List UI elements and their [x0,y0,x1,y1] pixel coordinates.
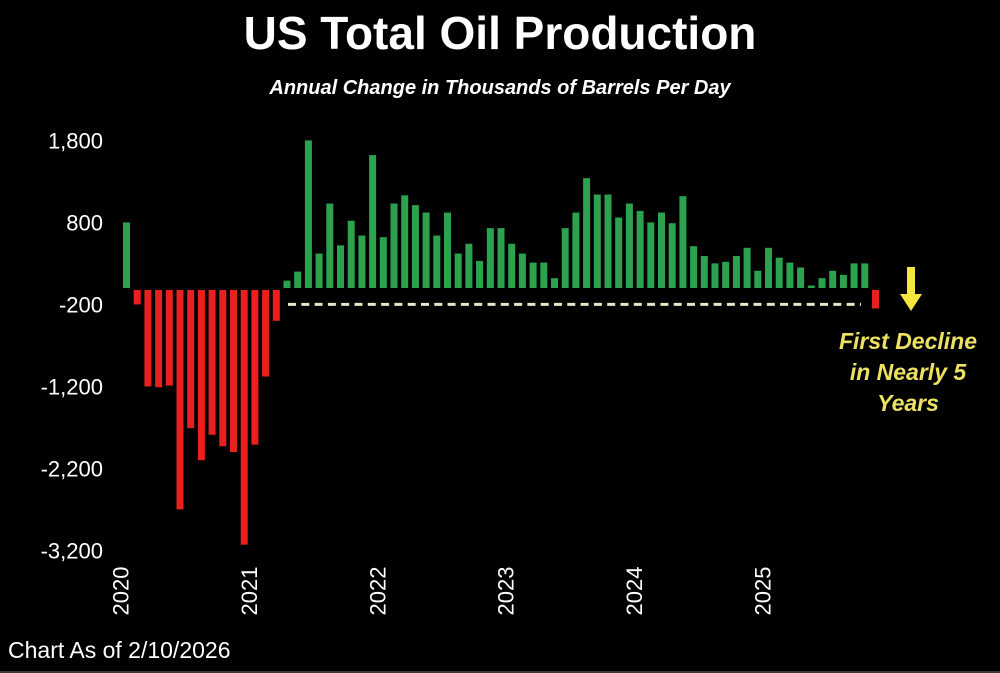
bar-positive [454,253,462,288]
bar-positive [379,237,387,288]
bar-positive [829,270,837,288]
x-axis-year-label: 2023 [494,567,519,616]
bar-positive [283,280,291,288]
x-axis-year-label: 2020 [109,567,134,616]
bar-positive [486,228,494,288]
bar-negative [133,290,141,305]
bar-positive [497,228,505,288]
y-axis-tick-label: -1,200 [41,374,103,399]
bar-positive [422,212,430,288]
bar-negative [197,290,205,461]
bar-positive [765,247,772,288]
bar-negative [872,290,879,309]
bar-positive [743,247,751,288]
bar-positive [647,222,655,288]
bar-positive [529,262,537,288]
bar-positive [561,228,569,288]
bar-positive [123,222,130,288]
x-axis-year-label: 2021 [237,567,262,616]
bar-positive [476,260,484,288]
bar-negative [240,290,248,545]
bar-positive [593,194,601,288]
bar-positive [347,220,355,288]
bar-negative [176,290,184,510]
chart-title: US Total Oil Production [243,7,757,59]
bar-positive [636,210,644,288]
bar-positive [465,243,473,288]
bar-positive [679,196,687,288]
bar-positive [518,253,526,288]
bar-positive [304,140,312,288]
y-axis-tick-label: 1,800 [48,128,103,153]
bar-positive [369,155,377,288]
bar-negative [262,290,270,377]
bar-positive [615,217,623,288]
bar-negative [272,290,280,321]
bar-positive [722,261,730,288]
bar-positive [668,223,676,288]
bar-positive [315,253,323,288]
bar-negative [208,290,216,435]
annotation-line-1: First Decline [838,328,978,354]
down-arrow-icon [900,294,922,311]
bar-negative [144,290,152,387]
y-axis-tick-label: -2,200 [41,456,103,481]
annotation-line-2: in Nearly 5 [849,359,967,385]
bar-positive [658,212,665,288]
bar-positive [754,270,762,288]
down-arrow-icon [907,267,915,294]
bar-negative [187,290,195,429]
y-axis-tick-label: 800 [66,210,103,235]
bar-positive [700,256,708,288]
bar-positive [551,278,558,288]
bar-positive [839,274,847,288]
bar-negative [219,290,227,447]
bar-positive [358,235,366,288]
bar-positive [572,212,580,288]
bar-positive [690,246,698,288]
bar-negative [230,290,237,452]
bar-negative [165,290,173,386]
bar-positive [433,235,441,288]
bar-positive [711,263,719,288]
bar-negative [251,290,259,445]
bar-positive [411,205,419,288]
bar-positive [807,285,815,288]
annotation-line-3: Years [877,390,939,416]
x-axis-year-label: 2024 [622,567,647,616]
bar-positive [625,203,633,288]
bar-positive [390,203,398,288]
bar-positive [337,245,344,288]
y-axis-tick-label: -200 [59,292,103,317]
bar-positive [818,278,826,288]
bar-positive [797,267,805,288]
chart-subtitle: Annual Change in Thousands of Barrels Pe… [269,77,731,99]
bar-positive [775,257,783,288]
bar-positive [850,263,858,288]
bar-negative [155,290,163,388]
bar-positive [604,194,612,288]
bar-positive [540,262,548,288]
x-axis-year-label: 2022 [365,567,390,616]
x-axis-year-label: 2025 [751,567,776,616]
bar-positive [326,203,334,288]
bar-positive [732,256,740,288]
annotation-first-decline: First Decline in Nearly 5 Years [808,326,1000,419]
bar-positive [583,178,591,288]
bar-positive [861,263,869,288]
bar-positive [401,195,409,288]
y-axis-tick-label: -3,200 [41,538,103,563]
chart-asof-label: Chart As of 2/10/2026 [8,637,231,663]
bar-positive [786,262,794,288]
bar-positive [444,212,451,288]
bar-positive [294,271,302,288]
bar-positive [508,243,516,288]
